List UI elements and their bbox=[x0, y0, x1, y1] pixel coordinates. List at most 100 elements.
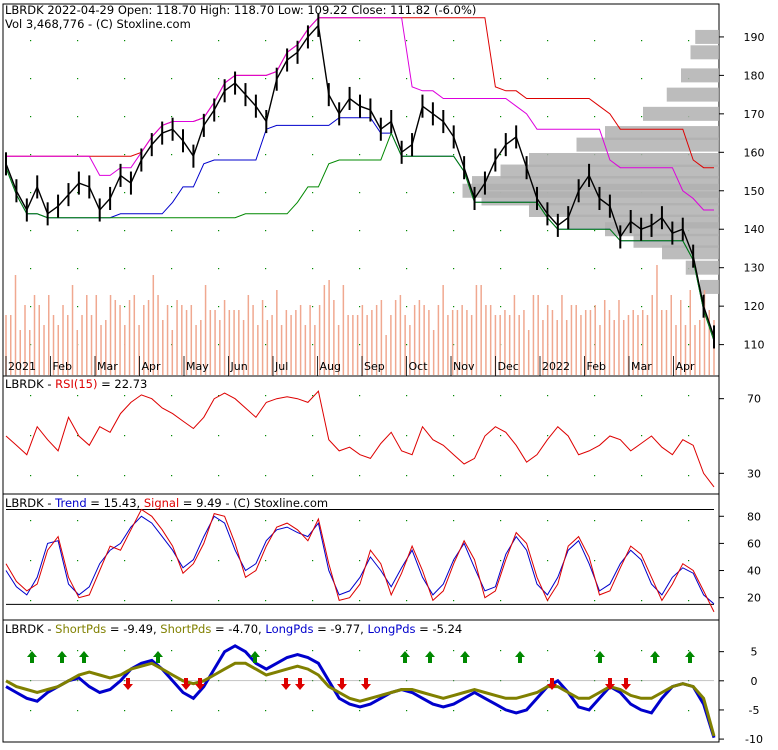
grid-dot bbox=[30, 710, 32, 712]
buy-arrow-icon bbox=[79, 651, 89, 663]
grid-dot bbox=[265, 306, 267, 308]
grid-dot bbox=[312, 306, 314, 308]
grid-dot bbox=[265, 395, 267, 397]
price-panel: 190 180 170 160 150 140 130 120 110 2021 Feb Mar Apr… bbox=[5, 13, 765, 376]
grid-dot bbox=[265, 560, 267, 562]
month-label: Apr bbox=[142, 360, 162, 373]
long-pds-line bbox=[5, 644, 716, 739]
grid-dot bbox=[124, 710, 126, 712]
grid-dot bbox=[77, 650, 79, 652]
grid-dot bbox=[77, 475, 79, 477]
signal-line bbox=[5, 508, 715, 613]
grid-dot bbox=[406, 520, 408, 522]
grid-dot bbox=[171, 192, 173, 194]
month-label: Apr bbox=[676, 360, 696, 373]
grid-dot bbox=[265, 344, 267, 346]
trend-axis-tick-label: 40 bbox=[747, 565, 761, 578]
grid-dot bbox=[265, 650, 267, 652]
pds-axis-tick-label: 0 bbox=[751, 675, 758, 688]
rsi-axis-tick-label: 70 bbox=[747, 393, 761, 406]
grid-dot bbox=[359, 268, 361, 270]
pds-label-1: ShortPds bbox=[160, 622, 211, 636]
grid-dot bbox=[124, 475, 126, 477]
grid-dot bbox=[641, 600, 643, 602]
grid-dot bbox=[688, 600, 690, 602]
month-label: May bbox=[186, 360, 209, 373]
sell-arrow-icon bbox=[605, 678, 615, 690]
grid-dot bbox=[406, 710, 408, 712]
buy-arrow-icon bbox=[650, 651, 660, 663]
trend-prefix: LBRDK - bbox=[5, 496, 55, 510]
grid-dot bbox=[30, 344, 32, 346]
grid-dot bbox=[453, 78, 455, 80]
grid-dot bbox=[171, 435, 173, 437]
trend-panel: 80 60 40 20 bbox=[5, 508, 761, 613]
grid-dot bbox=[500, 560, 502, 562]
grid-dot bbox=[124, 560, 126, 562]
grid-dot bbox=[77, 710, 79, 712]
grid-dot bbox=[218, 435, 220, 437]
grid-dot bbox=[547, 40, 549, 42]
grid-dot bbox=[594, 40, 596, 42]
buy-arrow-icon bbox=[153, 651, 163, 663]
grid-dot bbox=[77, 560, 79, 562]
grid-dot bbox=[30, 230, 32, 232]
price-axis-tick-label: 160 bbox=[744, 146, 765, 159]
grid-dot bbox=[547, 78, 549, 80]
month-label: Aug bbox=[320, 360, 341, 373]
grid-dot bbox=[218, 116, 220, 118]
trend-panel-frame bbox=[2, 493, 720, 621]
grid-dot bbox=[171, 710, 173, 712]
trend-axis-tick-label: 60 bbox=[747, 537, 761, 550]
volume-profile-bar bbox=[695, 29, 719, 44]
price-line bbox=[5, 23, 715, 338]
grid-dot bbox=[453, 395, 455, 397]
price-axis-tick-label: 110 bbox=[744, 339, 765, 352]
grid-dot bbox=[641, 435, 643, 437]
grid-dot bbox=[688, 306, 690, 308]
grid-dot bbox=[500, 230, 502, 232]
grid-dot bbox=[265, 475, 267, 477]
buy-arrow-icon bbox=[27, 651, 37, 663]
grid-dot bbox=[359, 40, 361, 42]
grid-dot bbox=[359, 395, 361, 397]
grid-dot bbox=[171, 78, 173, 80]
month-label: Oct bbox=[409, 360, 429, 373]
buy-arrow-icon bbox=[595, 651, 605, 663]
rsi-prefix: LBRDK - bbox=[5, 377, 55, 391]
grid-dot bbox=[312, 192, 314, 194]
grid-dot bbox=[218, 230, 220, 232]
grid-dot bbox=[265, 710, 267, 712]
grid-dot bbox=[453, 268, 455, 270]
volume-profile-bar bbox=[662, 245, 719, 260]
grid-dot bbox=[312, 116, 314, 118]
rsi-line bbox=[5, 390, 715, 488]
month-label: Jul bbox=[274, 360, 288, 373]
grid-dot bbox=[359, 710, 361, 712]
grid-dot bbox=[312, 230, 314, 232]
pds-value-0: = -9.49, bbox=[106, 622, 160, 636]
grid-dot bbox=[641, 268, 643, 270]
grid-dot bbox=[77, 306, 79, 308]
month-label: Feb bbox=[587, 360, 606, 373]
grid-dot bbox=[77, 600, 79, 602]
grid-dot bbox=[359, 230, 361, 232]
grid-dot bbox=[500, 40, 502, 42]
pds-prefix: LBRDK - bbox=[5, 622, 55, 636]
grid-dot bbox=[547, 650, 549, 652]
grid-dot bbox=[359, 600, 361, 602]
grid-dot bbox=[77, 520, 79, 522]
grid-dot bbox=[77, 40, 79, 42]
grid-dot bbox=[594, 435, 596, 437]
grid-dot bbox=[124, 268, 126, 270]
grid-dot bbox=[500, 600, 502, 602]
grid-dot bbox=[218, 306, 220, 308]
grid-dot bbox=[641, 650, 643, 652]
price-axis-tick-label: 140 bbox=[744, 223, 765, 236]
month-label: Mar bbox=[631, 360, 652, 373]
grid-dot bbox=[30, 600, 32, 602]
grid-dot bbox=[30, 560, 32, 562]
grid-dot bbox=[124, 40, 126, 42]
grid-dot bbox=[218, 78, 220, 80]
